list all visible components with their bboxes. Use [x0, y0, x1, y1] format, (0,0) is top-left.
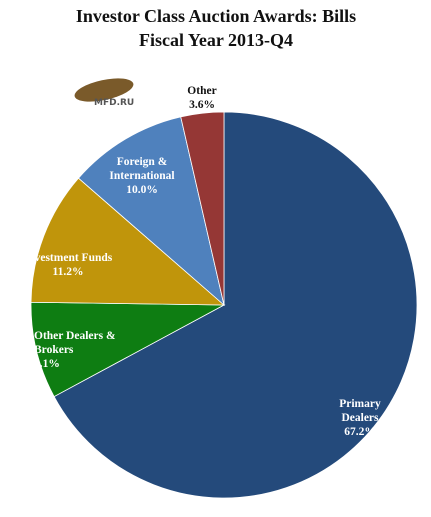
slice-value: 11.2% [52, 266, 84, 278]
pie-slice [30, 177, 226, 306]
slice-name: Primary Dealers [339, 398, 381, 424]
chart-subtitle: Fiscal Year 2013-Q4 [139, 30, 293, 50]
chart-title: Investor Class Auction Awards: Bills [76, 6, 356, 26]
slice-value: 8.1% [34, 358, 60, 370]
slice-label: Investment Funds 11.2% [22, 251, 114, 279]
slice-name: Other [187, 85, 217, 97]
slice-label: Other 3.6% [156, 84, 248, 112]
slice-name: Investment Funds [23, 252, 113, 264]
slice-value: 67.2% [344, 426, 376, 438]
watermark: MFD.RU [94, 98, 134, 108]
pie-slice [180, 111, 225, 306]
watermark-logo [74, 78, 134, 102]
slice-label: Foreign & International 10.0% [96, 155, 188, 197]
pie [30, 111, 418, 499]
slice-label: Other Dealers & Brokers 8.1% [34, 329, 118, 371]
slice-value: 10.0% [126, 184, 158, 196]
slice-name: Other Dealers & Brokers [34, 330, 116, 356]
slice-label: Primary Dealers 67.2% [329, 397, 391, 439]
pie-slice [53, 111, 418, 499]
slice-value: 3.6% [189, 99, 215, 111]
pie-slice [77, 116, 225, 307]
pie-slice [30, 301, 226, 398]
slice-name: Foreign & International [109, 156, 175, 182]
